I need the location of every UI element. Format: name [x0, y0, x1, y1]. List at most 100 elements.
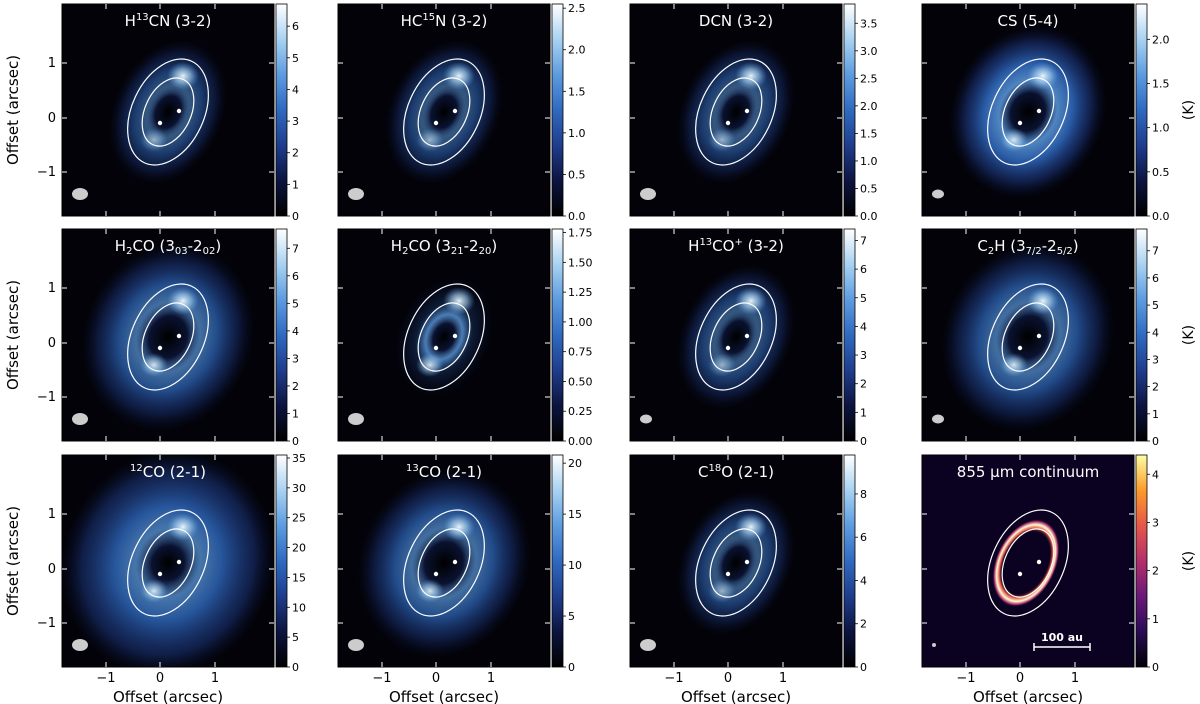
outer-ellipse: [695, 509, 777, 617]
outer-ellipse: [127, 283, 209, 391]
x-tick-label: 1: [1071, 671, 1079, 686]
y-tick-label: 0: [48, 562, 56, 577]
panel-5: H2CO (303-202) 1 0 −1 Offset (arcsec) 0 1 2 3 4 5 6…: [4, 228, 299, 448]
panel-frame: [629, 3, 843, 217]
y-tick-label: 0: [48, 336, 56, 351]
bright-spot: [167, 62, 199, 90]
star-marker: [1017, 345, 1023, 351]
bright-spot: [735, 62, 767, 90]
panel-title: CS (5-4): [998, 12, 1059, 30]
inner-ellipse: [709, 528, 763, 598]
panel-3: DCN (3-2) 0.0 0.5 1.0 1.5 2.0 2.5 3.0 3.5: [629, 3, 878, 223]
colorbar-tick-label: 1: [292, 407, 299, 420]
colorbar-tick-label: 0.50: [568, 375, 593, 388]
panel-11: C18O (2-1) 1 0 −1 Offset (arcsec) 0 2 4 6 8: [629, 454, 867, 704]
star-marker: [744, 559, 750, 565]
star-marker: [725, 345, 731, 351]
beam-ellipse: [932, 643, 936, 647]
colorbar: [1135, 3, 1148, 217]
bright-spot: [1027, 287, 1059, 315]
star-marker: [725, 120, 731, 126]
star-marker: [1036, 108, 1042, 114]
colorbar-tick-label: 2: [292, 380, 299, 393]
emission-map: [640, 264, 796, 424]
x-tick-label: 1: [211, 671, 219, 686]
colorbar-tick-label: 4: [1152, 326, 1159, 339]
inner-ellipse: [709, 77, 763, 147]
colorbar: [275, 228, 288, 442]
emission-map: [72, 241, 256, 433]
emission-disk: [940, 241, 1116, 433]
emission-disk: [62, 455, 274, 667]
colorbar-tick-label: 1.50: [568, 256, 593, 269]
x-tick-label: 1: [779, 671, 787, 686]
inner-ellipse: [709, 302, 763, 372]
colorbar-tick-label: 1: [1152, 408, 1159, 421]
colorbar-tick-label: 25: [292, 512, 306, 525]
bright-spot: [1027, 62, 1059, 90]
colorbar-tick-label: 6: [292, 270, 299, 283]
colorbar-tick-label: 35: [292, 452, 306, 465]
emission-map: [62, 455, 274, 667]
emission-map: [640, 490, 796, 651]
colorbar-tick-label: 3: [292, 352, 299, 365]
panel-title: H2CO (321-220): [391, 237, 497, 257]
colorbar-tick-label: 0.5: [568, 168, 586, 181]
colorbar-tick-label: 10: [568, 559, 582, 572]
star-marker: [744, 333, 750, 339]
colorbar-tick-label: 7: [1152, 245, 1159, 258]
colorbar-tick-label: 2.0: [860, 100, 878, 113]
colorbar-tick-label: 4: [292, 83, 299, 96]
dust-ring: [992, 519, 1060, 607]
emission-disk: [949, 25, 1107, 199]
colorbar-tick-label: 3: [860, 349, 867, 362]
colorbar-tick-label: 1.5: [1152, 78, 1170, 91]
star-marker: [157, 571, 163, 577]
star-marker: [452, 559, 458, 565]
inner-ellipse: [417, 528, 471, 598]
bright-spot: [416, 353, 444, 377]
outer-ellipse: [695, 283, 777, 391]
star-marker: [452, 333, 458, 339]
colorbar-tick-label: 3: [1152, 353, 1159, 366]
colorbar: [275, 3, 288, 217]
colorbar-tick-label: 5: [568, 610, 575, 623]
x-axis-label: Offset (arcsec): [681, 688, 791, 704]
colorbar: [843, 3, 856, 217]
outer-ellipse: [403, 509, 485, 617]
panel-frame: [921, 454, 1135, 668]
colorbar-tick-label: 1.00: [568, 316, 593, 329]
panel-frame: [337, 454, 551, 668]
colorbar-tick-label: 5: [1152, 299, 1159, 312]
inner-ellipse: [417, 77, 471, 147]
colorbar-tick-label: 5: [292, 297, 299, 310]
colorbar-tick-label: 2: [1152, 565, 1159, 578]
colorbar-tick-label: 1.25: [568, 286, 593, 299]
beam-ellipse: [640, 639, 656, 651]
y-tick-label: 0: [48, 111, 56, 126]
panel-title: 855 μm continuum: [957, 463, 1099, 481]
colorbar-tick-label: 1.0: [568, 127, 586, 140]
colorbar-tick-label: 6: [292, 20, 299, 33]
panel-title: C2H (37/2-25/2): [977, 237, 1078, 257]
colorbar-tick-label: 2: [860, 378, 867, 391]
colorbar-tick-label: 5: [292, 631, 299, 644]
colorbar-tick-label: 0: [292, 661, 299, 674]
x-tick-label: −1: [372, 671, 391, 686]
colorbar-tick-label: 5: [860, 292, 867, 305]
x-tick-label: −1: [956, 671, 975, 686]
x-axis-label: Offset (arcsec): [389, 688, 499, 704]
panel-7: H13CO+ (3-2) 0 1 2 3 4 5 6 7: [629, 228, 867, 448]
panel-12: 100 au 855 μm continuum 1 0 −1 Offset (arcsec…: [921, 454, 1197, 704]
x-tick-label: 0: [432, 671, 440, 686]
beam-ellipse: [932, 189, 944, 199]
colorbar-tick-label: 1.0: [1152, 122, 1170, 135]
star-marker: [1017, 120, 1023, 126]
bright-spot: [735, 287, 767, 315]
bright-spot: [140, 579, 168, 603]
x-axis-label: Offset (arcsec): [973, 688, 1083, 704]
y-axis-label: Offset (arcsec): [4, 55, 22, 165]
